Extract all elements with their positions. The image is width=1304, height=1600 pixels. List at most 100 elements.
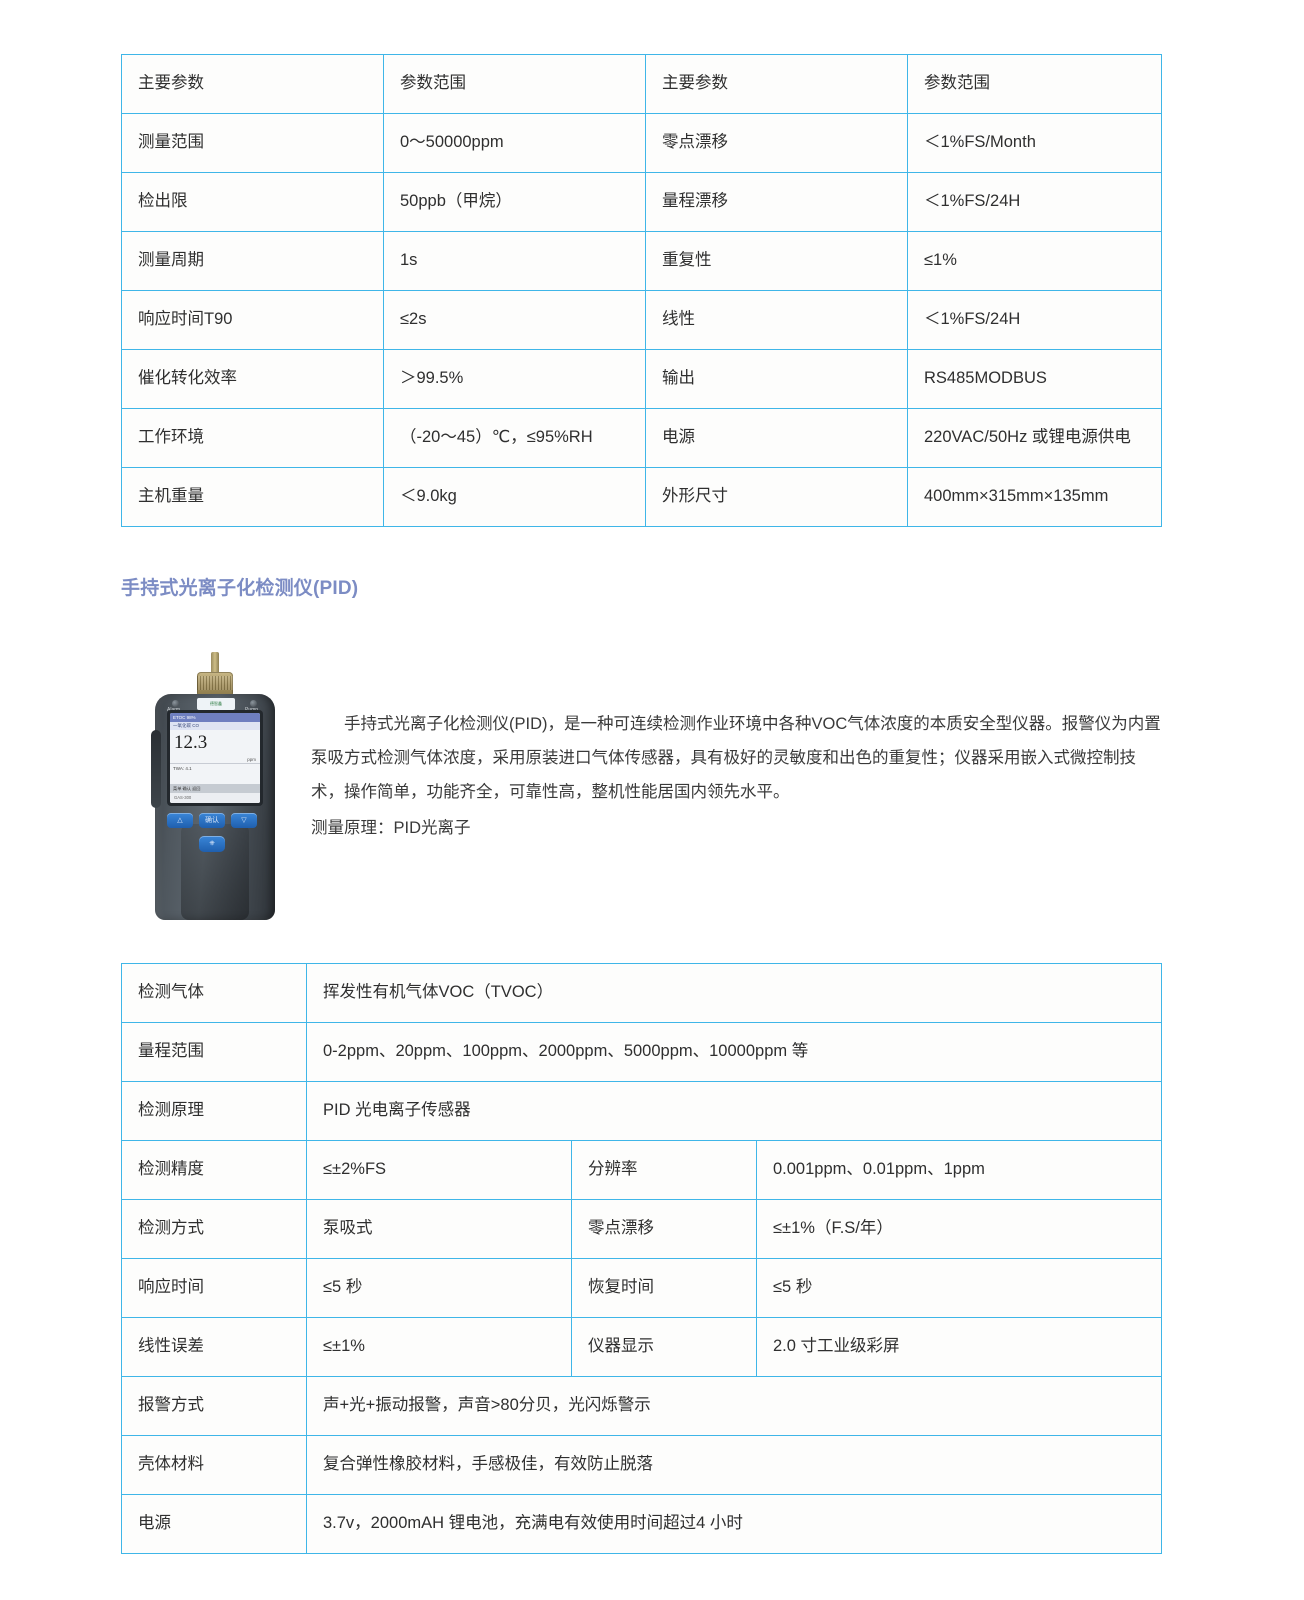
table-cell: ≤±2%FS xyxy=(306,1140,572,1200)
measurement-principle: 测量原理：PID光离子 xyxy=(311,819,471,837)
table-cell: ≤1% xyxy=(907,231,1162,291)
table-cell: 外形尺寸 xyxy=(645,467,908,527)
screen-unit-top: ppm xyxy=(247,757,256,762)
table-row: 测量范围 0～50000ppm 零点漂移 ＜1%FS/Month xyxy=(121,113,1162,173)
alarm-led-icon xyxy=(172,700,179,707)
table-cell: 线性 xyxy=(645,290,908,350)
table-cell: 0～50000ppm xyxy=(383,113,646,173)
screen-status-bar: ETOC 98% xyxy=(170,713,260,722)
table-cell: ≤2s xyxy=(383,290,646,350)
brand-logo: 德智鑫 xyxy=(197,698,235,710)
table-cell: 壳体材料 xyxy=(121,1435,307,1495)
table-row: 催化转化效率 ＞99.5% 输出 RS485MODBUS xyxy=(121,349,1162,409)
table-row: 电源 3.7v，2000mAH 锂电池，充满电有效使用时间超过4 小时 xyxy=(121,1494,1163,1554)
product-intro-block: Alarm Pump 德智鑫 ETOC 98% 一氧化碳 CO 12.3 ppm… xyxy=(121,645,1161,930)
table-row: 测量周期 1s 重复性 ≤1% xyxy=(121,231,1162,291)
confirm-button[interactable]: 确认 xyxy=(199,813,225,828)
table-cell: ＜1%FS/Month xyxy=(907,113,1162,173)
table-cell: 测量范围 xyxy=(121,113,384,173)
table-cell: 仪器显示 xyxy=(571,1317,757,1377)
screen-model-label: GAS-300 xyxy=(170,793,260,803)
device-screen: ETOC 98% 一氧化碳 CO 12.3 ppm TWA: 4.1 菜单 确认… xyxy=(170,713,260,803)
table-cell: ＜1%FS/24H xyxy=(907,172,1162,232)
table-cell: 催化转化效率 xyxy=(121,349,384,409)
handheld-pid-detector-illustration: Alarm Pump 德智鑫 ETOC 98% 一氧化碳 CO 12.3 ppm… xyxy=(137,650,295,920)
table-cell: 声+光+振动报警，声音>80分贝，光闪烁警示 xyxy=(305,1376,1163,1436)
table-cell: 主要参数 xyxy=(121,54,384,114)
pid-specifications-table: 检测气体 挥发性有机气体VOC（TVOC） 量程范围 0-2ppm、20ppm、… xyxy=(121,963,1163,1554)
table-cell: 50ppb（甲烷） xyxy=(383,172,646,232)
table-cell: 线性误差 xyxy=(121,1317,307,1377)
table-cell: 报警方式 xyxy=(121,1376,307,1436)
table-cell: 量程漂移 xyxy=(645,172,908,232)
screen-softkey-bar: 菜单 确认 返回 xyxy=(170,784,260,793)
table-row: 检出限 50ppb（甲烷） 量程漂移 ＜1%FS/24H xyxy=(121,172,1162,232)
table-cell: 零点漂移 xyxy=(571,1199,757,1259)
power-button[interactable]: ⎈ xyxy=(199,836,225,852)
device-photo: Alarm Pump 德智鑫 ETOC 98% 一氧化碳 CO 12.3 ppm… xyxy=(137,650,295,920)
table-cell: 输出 xyxy=(645,349,908,409)
table-cell: 电源 xyxy=(121,1494,307,1554)
down-button[interactable]: ▽ xyxy=(231,813,257,828)
page-title: 手持式光离子化检测仪(PID) xyxy=(121,578,359,599)
table-cell: 电源 xyxy=(645,408,908,468)
table-cell: 主机重量 xyxy=(121,467,384,527)
table-cell: 挥发性有机气体VOC（TVOC） xyxy=(305,963,1163,1023)
table-cell: 主要参数 xyxy=(645,54,908,114)
product-description: 手持式光离子化检测仪(PID)，是一种可连续检测作业环境中各种VOC气体浓度的本… xyxy=(311,707,1161,845)
table-cell: 重复性 xyxy=(645,231,908,291)
table-cell: 量程范围 xyxy=(121,1022,307,1082)
table-cell: ≤5 秒 xyxy=(755,1258,1163,1318)
table-row: 工作环境 （-20～45）℃，≤95%RH 电源 220VAC/50Hz 或锂电… xyxy=(121,408,1162,468)
main-parameters-table: 主要参数 参数范围 主要参数 参数范围 测量范围 0～50000ppm 零点漂移… xyxy=(121,54,1162,527)
screen-reading-value: 12.3 xyxy=(174,732,208,753)
table-cell: 响应时间T90 xyxy=(121,290,384,350)
table-cell: PID 光电离子传感器 xyxy=(305,1081,1163,1141)
down-button-label: ▽ xyxy=(241,817,247,824)
table-row: 检测精度 ≤±2%FS 分辨率 0.001ppm、0.01ppm、1ppm xyxy=(121,1140,1163,1200)
table-row: 检测气体 挥发性有机气体VOC（TVOC） xyxy=(121,963,1163,1023)
table-cell: ≤±1%（F.S/年） xyxy=(755,1199,1163,1259)
table-cell: 零点漂移 xyxy=(645,113,908,173)
up-button[interactable]: △ xyxy=(167,813,193,828)
table-cell: RS485MODBUS xyxy=(907,349,1162,409)
screen-gas-label: 一氧化碳 CO xyxy=(170,722,260,730)
table-cell: ≤±1% xyxy=(306,1317,572,1377)
up-button-label: △ xyxy=(177,817,183,824)
table-cell: 2.0 寸工业级彩屏 xyxy=(755,1317,1163,1377)
table-cell: 检出限 xyxy=(121,172,384,232)
table-cell: （-20～45）℃，≤95%RH xyxy=(383,408,646,468)
table-row: 线性误差 ≤±1% 仪器显示 2.0 寸工业级彩屏 xyxy=(121,1317,1163,1377)
table-cell: 恢复时间 xyxy=(571,1258,757,1318)
table-cell: 参数范围 xyxy=(383,54,646,114)
pump-led-icon xyxy=(250,700,257,707)
table-cell: ＞99.5% xyxy=(383,349,646,409)
confirm-button-label: 确认 xyxy=(205,817,219,824)
table-row: 检测原理 PID 光电离子传感器 xyxy=(121,1081,1163,1141)
power-button-label: ⎈ xyxy=(209,840,215,847)
table-row: 检测方式 泵吸式 零点漂移 ≤±1%（F.S/年） xyxy=(121,1199,1163,1259)
table-cell: ＜1%FS/24H xyxy=(907,290,1162,350)
table-cell: 0.001ppm、0.01ppm、1ppm xyxy=(755,1140,1163,1200)
screen-twa-row: TWA: 4.1 xyxy=(170,763,260,773)
table-cell: 测量周期 xyxy=(121,231,384,291)
table-cell: 响应时间 xyxy=(121,1258,307,1318)
table-cell: ≤5 秒 xyxy=(306,1258,572,1318)
table-cell: 3.7v，2000mAH 锂电池，充满电有效使用时间超过4 小时 xyxy=(305,1494,1163,1554)
table-cell: 泵吸式 xyxy=(306,1199,572,1259)
table-row: 壳体材料 复合弹性橡胶材料，手感极佳，有效防止脱落 xyxy=(121,1435,1163,1495)
table-cell: ＜9.0kg xyxy=(383,467,646,527)
table-cell: 复合弹性橡胶材料，手感极佳，有效防止脱落 xyxy=(305,1435,1163,1495)
table-cell: 参数范围 xyxy=(907,54,1162,114)
table-cell: 检测精度 xyxy=(121,1140,307,1200)
sensor-cap-icon xyxy=(197,672,233,696)
product-intro-paragraph: 手持式光离子化检测仪(PID)，是一种可连续检测作业环境中各种VOC气体浓度的本… xyxy=(311,715,1161,801)
table-row: 主要参数 参数范围 主要参数 参数范围 xyxy=(121,54,1162,114)
probe-tip-icon xyxy=(211,652,219,676)
table-cell: 0-2ppm、20ppm、100ppm、2000ppm、5000ppm、1000… xyxy=(305,1022,1163,1082)
table-cell: 400mm×315mm×135mm xyxy=(907,467,1162,527)
table-cell: 1s xyxy=(383,231,646,291)
table-cell: 分辨率 xyxy=(571,1140,757,1200)
table-row: 主机重量 ＜9.0kg 外形尺寸 400mm×315mm×135mm xyxy=(121,467,1162,527)
